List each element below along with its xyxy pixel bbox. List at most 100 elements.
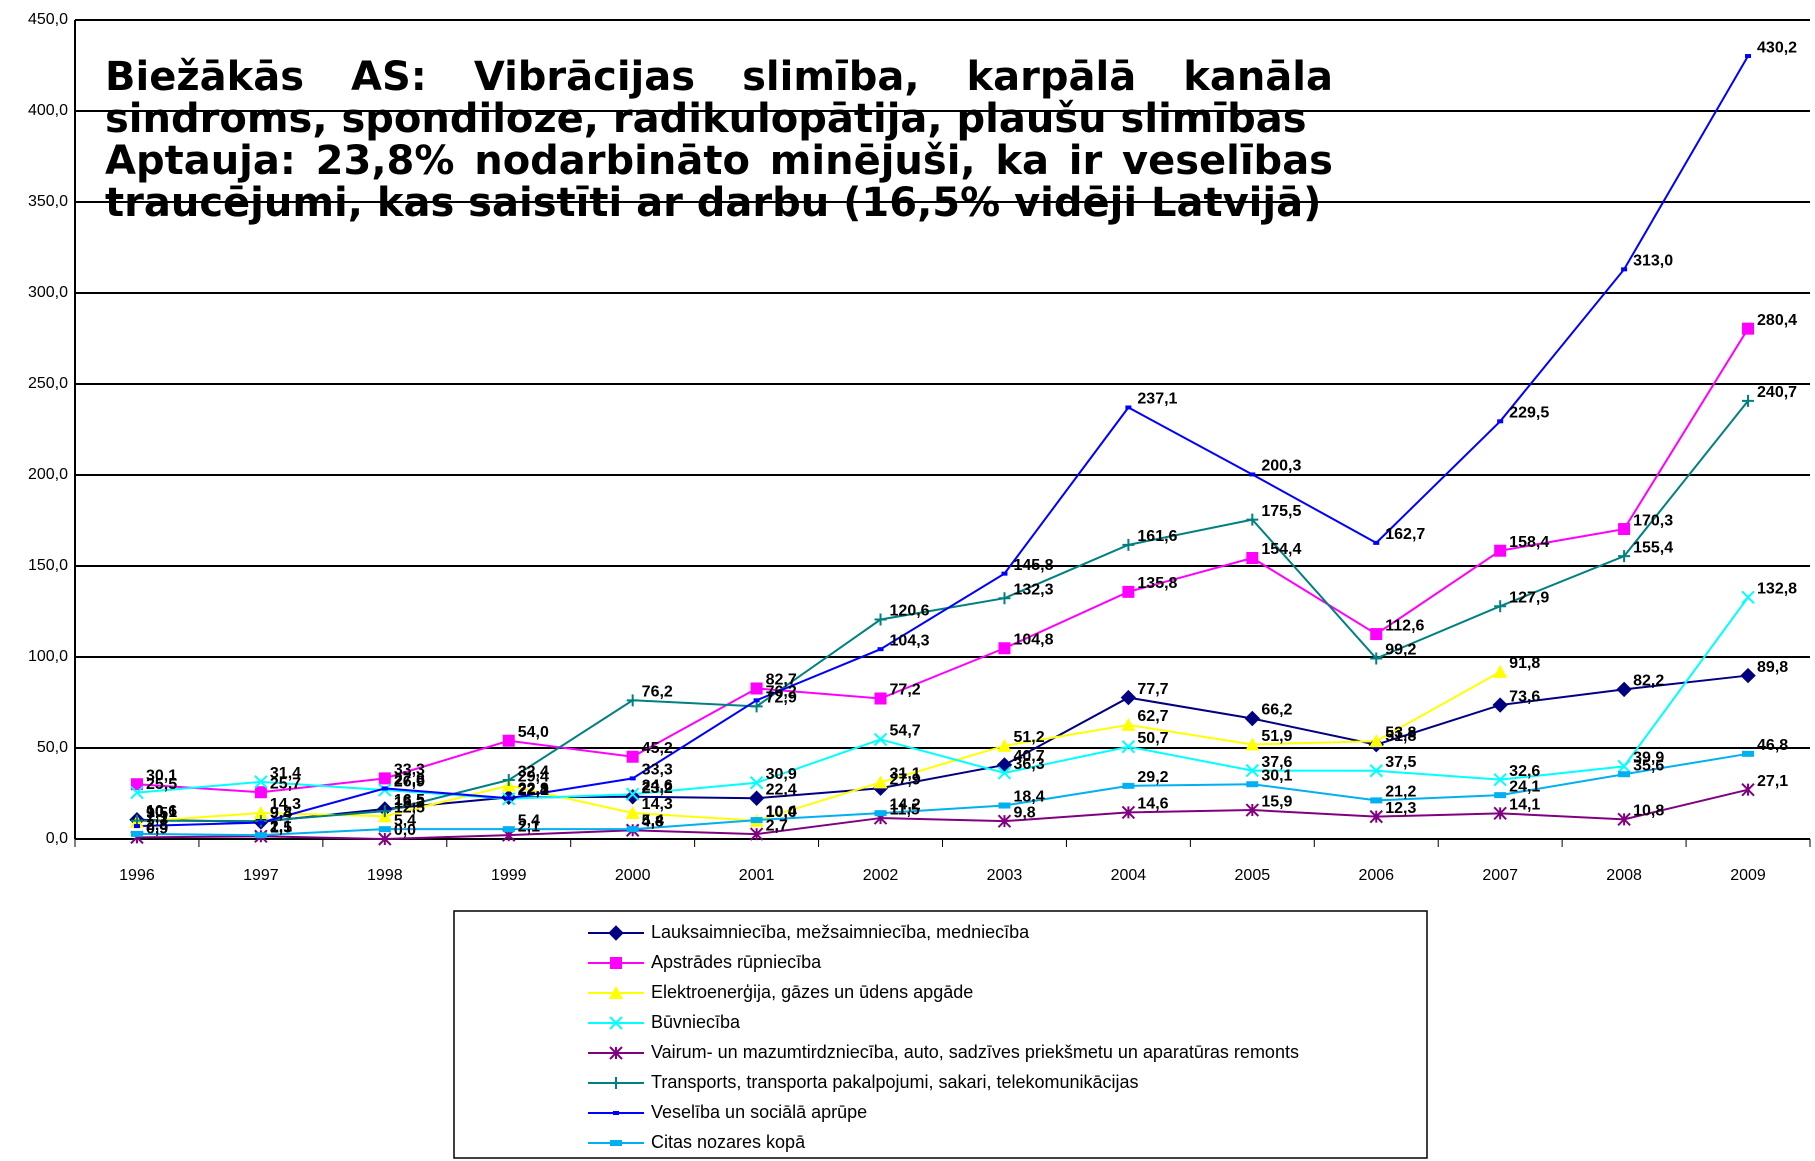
data-point <box>1494 600 1507 613</box>
legend-marker <box>613 1111 619 1115</box>
data-label: 37,6 <box>1261 754 1292 771</box>
legend-marker <box>610 1140 622 1146</box>
data-label: 77,2 <box>890 682 921 699</box>
data-point <box>1493 664 1508 678</box>
data-label: 132,3 <box>1013 581 1053 598</box>
data-label: 30,1 <box>146 767 177 784</box>
legend-label: Citas nozares kopā <box>651 1132 806 1152</box>
data-point <box>873 775 888 789</box>
data-label: 7,1 <box>146 809 168 826</box>
data-point <box>253 805 268 819</box>
data-point <box>1492 697 1508 713</box>
data-label: 104,3 <box>890 632 930 649</box>
data-point <box>1493 806 1507 821</box>
data-point <box>1121 740 1136 754</box>
data-label: 12,5 <box>394 799 425 816</box>
data-point <box>130 830 143 837</box>
series-line <box>136 674 1749 823</box>
data-label: 32,6 <box>1509 763 1540 780</box>
data-point <box>749 827 764 841</box>
data-label: 21,2 <box>1385 784 1416 801</box>
data-point <box>997 738 1012 752</box>
data-point <box>257 820 264 825</box>
data-label: 18,4 <box>1013 789 1044 806</box>
data-label: 120,6 <box>890 603 930 620</box>
data-label: 23,2 <box>642 780 673 797</box>
data-point <box>1246 551 1259 564</box>
data-label: 14,3 <box>642 796 673 813</box>
data-label: 51,2 <box>1013 729 1044 746</box>
data-point <box>1618 771 1631 778</box>
data-point <box>378 832 392 846</box>
legend-label: Veselība un sociālā aprūpe <box>651 1102 867 1122</box>
data-point <box>1244 710 1261 727</box>
y-tick-label: 250,0 <box>28 375 68 392</box>
data-point <box>1121 717 1136 731</box>
data-label: 162,7 <box>1385 526 1425 543</box>
data-label: 10,8 <box>1633 803 1664 820</box>
data-label: 240,7 <box>1757 384 1797 401</box>
data-label: 175,5 <box>1261 503 1301 520</box>
y-tick-label: 100,0 <box>28 648 68 665</box>
data-point <box>625 787 640 801</box>
x-tick-label: 2000 <box>615 867 651 884</box>
data-point <box>1617 812 1631 827</box>
data-point <box>1497 419 1504 424</box>
x-tick-label: 2009 <box>1730 867 1766 884</box>
data-label: 15,9 <box>1261 793 1292 810</box>
data-label: 35,6 <box>1633 757 1664 774</box>
data-point <box>998 592 1011 605</box>
data-label: 135,8 <box>1137 575 1177 592</box>
data-point <box>502 774 515 787</box>
data-point <box>378 805 391 818</box>
data-point <box>1125 405 1132 410</box>
data-label: 25,7 <box>270 775 301 792</box>
data-label: 26,9 <box>394 773 425 790</box>
data-label: 31,1 <box>890 766 921 783</box>
data-label: 200,3 <box>1261 458 1301 475</box>
series-line <box>136 328 1749 794</box>
data-point <box>1494 544 1507 557</box>
data-label: 104,8 <box>1013 631 1053 648</box>
data-label: 132,8 <box>1757 581 1797 598</box>
series-line <box>136 55 1749 828</box>
data-point <box>1742 394 1755 407</box>
legend-box <box>453 910 1428 1159</box>
data-label: 9,4 <box>270 805 292 822</box>
data-point <box>1122 538 1135 551</box>
x-tick-label: 1999 <box>491 867 527 884</box>
data-point <box>1245 803 1260 817</box>
data-label: 99,2 <box>1385 642 1416 659</box>
data-label: 4,8 <box>642 813 664 830</box>
legend-label: Apstrādes rūpniecība <box>651 952 822 972</box>
data-label: 14,6 <box>1137 796 1168 813</box>
data-label: 76,2 <box>642 684 673 701</box>
data-point <box>750 682 763 695</box>
y-tick-label: 50,0 <box>37 739 68 756</box>
data-label: 40,7 <box>1013 748 1044 765</box>
data-label: 24,1 <box>1509 778 1540 795</box>
data-label: 51,8 <box>1385 728 1416 745</box>
y-tick-label: 200,0 <box>28 466 68 483</box>
legend-marker <box>608 925 624 941</box>
data-point <box>1245 737 1260 751</box>
data-point <box>1120 689 1137 706</box>
legend-label: Būvniecība <box>651 1012 741 1032</box>
data-point <box>874 613 887 626</box>
data-point <box>998 642 1011 655</box>
data-point <box>748 790 765 806</box>
data-label: 0,0 <box>394 822 416 839</box>
series-line <box>136 752 1749 837</box>
data-point <box>1742 750 1755 757</box>
data-point <box>1742 322 1755 335</box>
x-tick-label: 2008 <box>1606 867 1642 884</box>
data-point <box>1745 54 1752 59</box>
y-tick-label: 450,0 <box>28 11 68 28</box>
data-label: 77,7 <box>1137 681 1168 698</box>
data-point <box>254 786 267 799</box>
data-label: 5,4 <box>642 812 664 829</box>
data-point <box>625 805 640 819</box>
data-point <box>1122 585 1135 598</box>
